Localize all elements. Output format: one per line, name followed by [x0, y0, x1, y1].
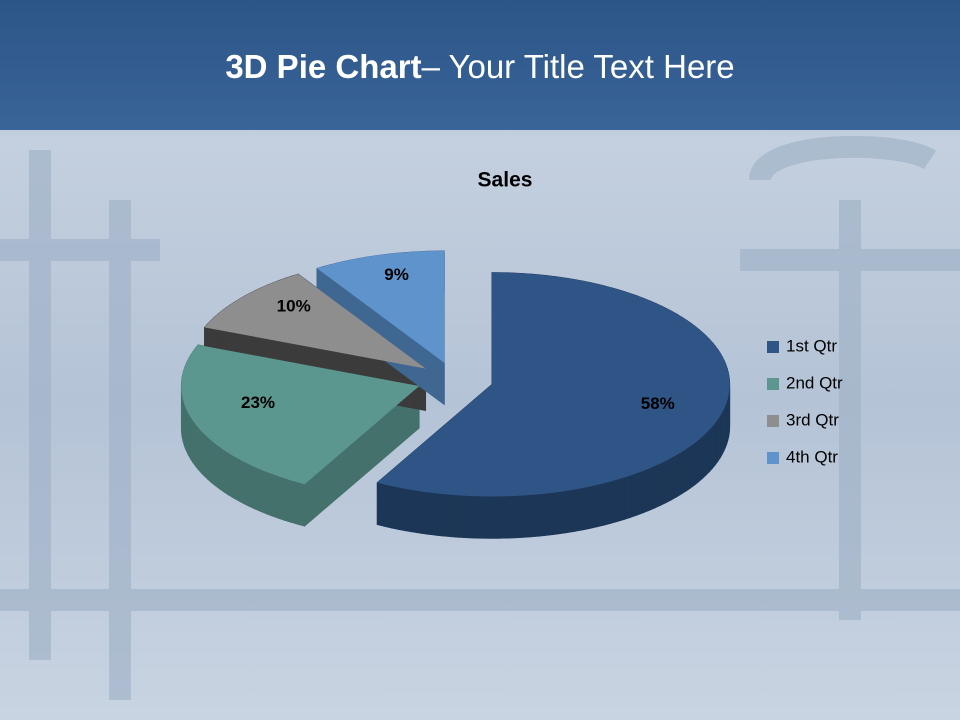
slice-side	[676, 451, 682, 498]
data-label: 58%	[641, 394, 675, 413]
slice-side	[654, 462, 662, 509]
slice-side	[259, 468, 267, 515]
slice-side	[715, 418, 719, 466]
legend-swatch	[767, 341, 779, 353]
slice-side	[450, 494, 460, 538]
title-bold: 3D Pie Chart	[225, 48, 422, 85]
chart-title: Sales	[478, 169, 533, 192]
legend-label: 1st Qtr	[786, 336, 837, 355]
slice-side	[575, 487, 583, 532]
slice-side	[560, 490, 569, 535]
slice-side	[228, 452, 234, 499]
slice-side	[719, 411, 723, 459]
slice-side	[603, 481, 612, 526]
slice-side	[705, 429, 710, 476]
slice-side	[490, 496, 499, 539]
slice-side	[690, 442, 696, 489]
slice-side	[188, 412, 191, 461]
data-label: 10%	[277, 297, 311, 316]
slice-side	[232, 455, 239, 502]
slice-side	[195, 423, 199, 471]
slice-side	[694, 439, 700, 486]
slice-side	[624, 474, 632, 520]
slice-side	[552, 491, 561, 536]
slice-side	[254, 466, 261, 512]
slice-side	[458, 495, 468, 539]
slice-side	[702, 432, 707, 480]
slice-side	[582, 486, 591, 531]
slice-side	[617, 477, 625, 522]
slice-side	[596, 482, 605, 528]
legend-label: 3rd Qtr	[786, 410, 839, 429]
slice-side	[649, 465, 656, 511]
slice-side	[681, 448, 687, 495]
slice-side	[443, 493, 452, 538]
slice-side	[271, 473, 279, 519]
slide-title: 3D Pie Chart– Your Title Text Here	[0, 48, 960, 86]
slice-side	[192, 419, 196, 467]
slice-side	[297, 481, 305, 527]
slice-side	[197, 426, 202, 474]
legend-label: 4th Qtr	[786, 447, 838, 466]
slice-side	[219, 446, 225, 493]
slice-side	[474, 495, 483, 539]
slice-side	[610, 479, 619, 524]
pie-slice	[204, 274, 426, 369]
slice-side	[717, 414, 721, 463]
slice-side	[427, 492, 437, 536]
slice-side	[420, 490, 429, 535]
slice-side	[513, 495, 523, 539]
pie-slice	[181, 344, 420, 485]
legend-label: 2nd Qtr	[786, 373, 843, 392]
data-label: 23%	[241, 393, 275, 412]
slice-side	[207, 436, 212, 484]
slice-side	[698, 435, 703, 483]
data-label: 9%	[384, 265, 409, 284]
slice-side	[265, 471, 273, 517]
slice-side	[290, 480, 299, 525]
slice-side	[630, 472, 638, 518]
slice-side	[435, 492, 444, 537]
slice-side	[529, 494, 538, 538]
slice-side	[567, 488, 576, 533]
header-band	[0, 0, 960, 130]
slice-side	[223, 449, 229, 496]
title-rest: – Your Title Text Here	[421, 48, 735, 85]
slice-side	[248, 463, 255, 510]
legend-swatch	[767, 452, 779, 464]
pie-slice	[316, 250, 445, 363]
legend-swatch	[767, 415, 779, 427]
slice-side	[412, 489, 421, 534]
slice-side	[204, 433, 209, 481]
slice-side	[709, 425, 713, 473]
legend-swatch	[767, 378, 779, 390]
pie-slice	[377, 272, 730, 497]
slice-side	[190, 415, 194, 464]
slice-side	[498, 495, 507, 539]
slice-side	[277, 475, 285, 521]
slice-side	[237, 458, 244, 505]
slice-side	[589, 484, 598, 529]
slice-side	[544, 492, 554, 536]
slice-side	[215, 443, 220, 490]
slice-side	[505, 495, 515, 539]
slice-side	[482, 496, 491, 539]
slice-side	[466, 495, 475, 539]
slice-side	[643, 467, 650, 514]
slice-side	[521, 494, 531, 538]
slice-side	[665, 457, 672, 504]
slice-side	[712, 422, 716, 470]
slice-side	[211, 440, 216, 487]
slice-side	[537, 493, 546, 537]
slice-side	[243, 461, 250, 507]
slice-side	[660, 460, 667, 506]
slice-side	[671, 454, 677, 501]
slice-side	[685, 445, 691, 492]
slice-side	[200, 430, 205, 477]
slice-side	[284, 478, 292, 523]
slice-side	[636, 470, 644, 516]
